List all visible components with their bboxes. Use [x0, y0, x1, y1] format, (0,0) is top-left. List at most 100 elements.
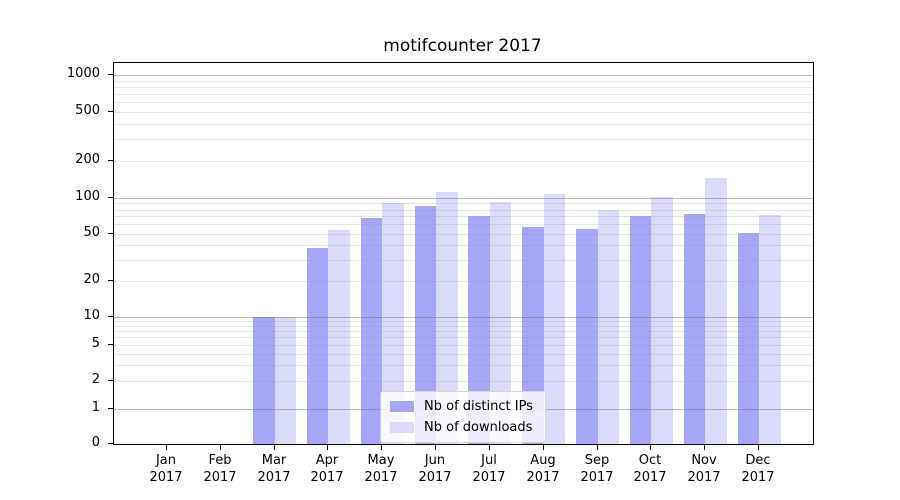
minor-gridline: [114, 281, 813, 282]
x-tick-month: Nov: [691, 453, 717, 468]
y-tick-label: 500: [75, 103, 100, 118]
bar: [436, 191, 458, 444]
minor-gridline: [114, 94, 813, 95]
bar: [382, 203, 404, 444]
x-tick-label: Mar 2017: [242, 452, 306, 486]
minor-gridline: [114, 337, 813, 338]
minor-gridline: [114, 210, 813, 211]
x-tick-month: Apr: [315, 453, 339, 468]
x-tick-month: Oct: [638, 453, 662, 468]
x-tick-month: Aug: [530, 453, 556, 468]
minor-gridline: [114, 354, 813, 355]
x-tick-year: 2017: [203, 470, 237, 485]
bar: [737, 232, 759, 444]
x-tick-mark: [327, 445, 328, 450]
major-gridline: [114, 198, 813, 199]
y-tick-label: 200: [75, 152, 100, 167]
y-tick-label: 1: [91, 400, 100, 415]
major-gridline: [114, 75, 813, 76]
x-tick-label: Aug 2017: [511, 452, 575, 486]
x-tick-year: 2017: [526, 470, 560, 485]
x-tick-year: 2017: [418, 470, 452, 485]
legend-item: Nb of distinct IPs: [390, 399, 533, 414]
x-tick-month: Jan: [155, 453, 177, 468]
bar: [468, 216, 490, 444]
x-tick-label: Sep 2017: [565, 452, 629, 486]
bar: [274, 317, 297, 444]
x-tick-month: Dec: [745, 453, 771, 468]
bar: [651, 196, 673, 444]
x-tick-year: 2017: [310, 470, 344, 485]
bar: [629, 215, 652, 444]
x-tick-month: Jul: [481, 453, 497, 468]
y-tick-label: 50: [83, 225, 100, 240]
x-tick-label: Jun 2017: [403, 452, 467, 486]
bar: [576, 228, 598, 444]
x-tick-label: Dec 2017: [726, 452, 790, 486]
x-tick-month: Sep: [584, 453, 610, 468]
bar: [522, 227, 544, 444]
bar: [306, 248, 329, 444]
y-tick-mark: [108, 74, 113, 75]
minor-gridline: [114, 260, 813, 261]
x-tick-label: May 2017: [349, 452, 413, 486]
bar: [360, 217, 383, 444]
legend: Nb of distinct IPs Nb of downloads: [380, 391, 546, 443]
y-tick-mark: [108, 380, 113, 381]
x-tick-year: 2017: [257, 470, 291, 485]
minor-gridline: [114, 381, 813, 382]
minor-gridline: [114, 161, 813, 162]
x-tick-label: Jan 2017: [134, 452, 198, 486]
y-tick-mark: [108, 160, 113, 161]
x-tick-mark: [704, 445, 705, 450]
x-tick-year: 2017: [633, 470, 667, 485]
x-tick-label: Oct 2017: [618, 452, 682, 486]
x-tick-label: Feb 2017: [188, 452, 252, 486]
x-tick-label: Apr 2017: [295, 452, 359, 486]
x-tick-mark: [758, 445, 759, 450]
y-tick-mark: [108, 408, 113, 409]
x-tick-mark: [489, 445, 490, 450]
minor-gridline: [114, 203, 813, 204]
x-tick-mark: [220, 445, 221, 450]
minor-gridline: [114, 216, 813, 217]
y-tick-mark: [108, 280, 113, 281]
minor-gridline: [114, 245, 813, 246]
x-tick-year: 2017: [687, 470, 721, 485]
bar: [597, 209, 620, 444]
bar: [683, 213, 706, 444]
x-tick-month: Mar: [261, 453, 287, 468]
minor-gridline: [114, 139, 813, 140]
minor-gridline: [114, 112, 813, 113]
x-tick-mark: [597, 445, 598, 450]
x-tick-label: Nov 2017: [672, 452, 736, 486]
x-tick-mark: [435, 445, 436, 450]
y-tick-label: 0: [91, 435, 100, 450]
x-tick-mark: [381, 445, 382, 450]
y-tick-mark: [108, 197, 113, 198]
y-tick-mark: [108, 344, 113, 345]
bar: [414, 206, 437, 444]
x-tick-label: Jul 2017: [457, 452, 521, 486]
bar: [328, 229, 350, 444]
minor-gridline: [114, 224, 813, 225]
y-tick-label: 100: [75, 189, 100, 204]
minor-gridline: [114, 331, 813, 332]
legend-label: Nb of downloads: [424, 420, 533, 435]
bar: [489, 202, 512, 444]
y-tick-mark: [108, 316, 113, 317]
y-tick-label: 10: [83, 308, 100, 323]
bar: [759, 214, 781, 444]
chart-title: motifcounter 2017: [383, 36, 542, 56]
x-tick-year: 2017: [472, 470, 506, 485]
legend-item: Nb of downloads: [390, 420, 533, 435]
minor-gridline: [114, 326, 813, 327]
y-tick-mark: [108, 443, 113, 444]
minor-gridline: [114, 102, 813, 103]
x-tick-mark: [543, 445, 544, 450]
x-tick-mark: [166, 445, 167, 450]
y-tick-mark: [108, 111, 113, 112]
minor-gridline: [114, 81, 813, 82]
bar: [705, 178, 727, 444]
